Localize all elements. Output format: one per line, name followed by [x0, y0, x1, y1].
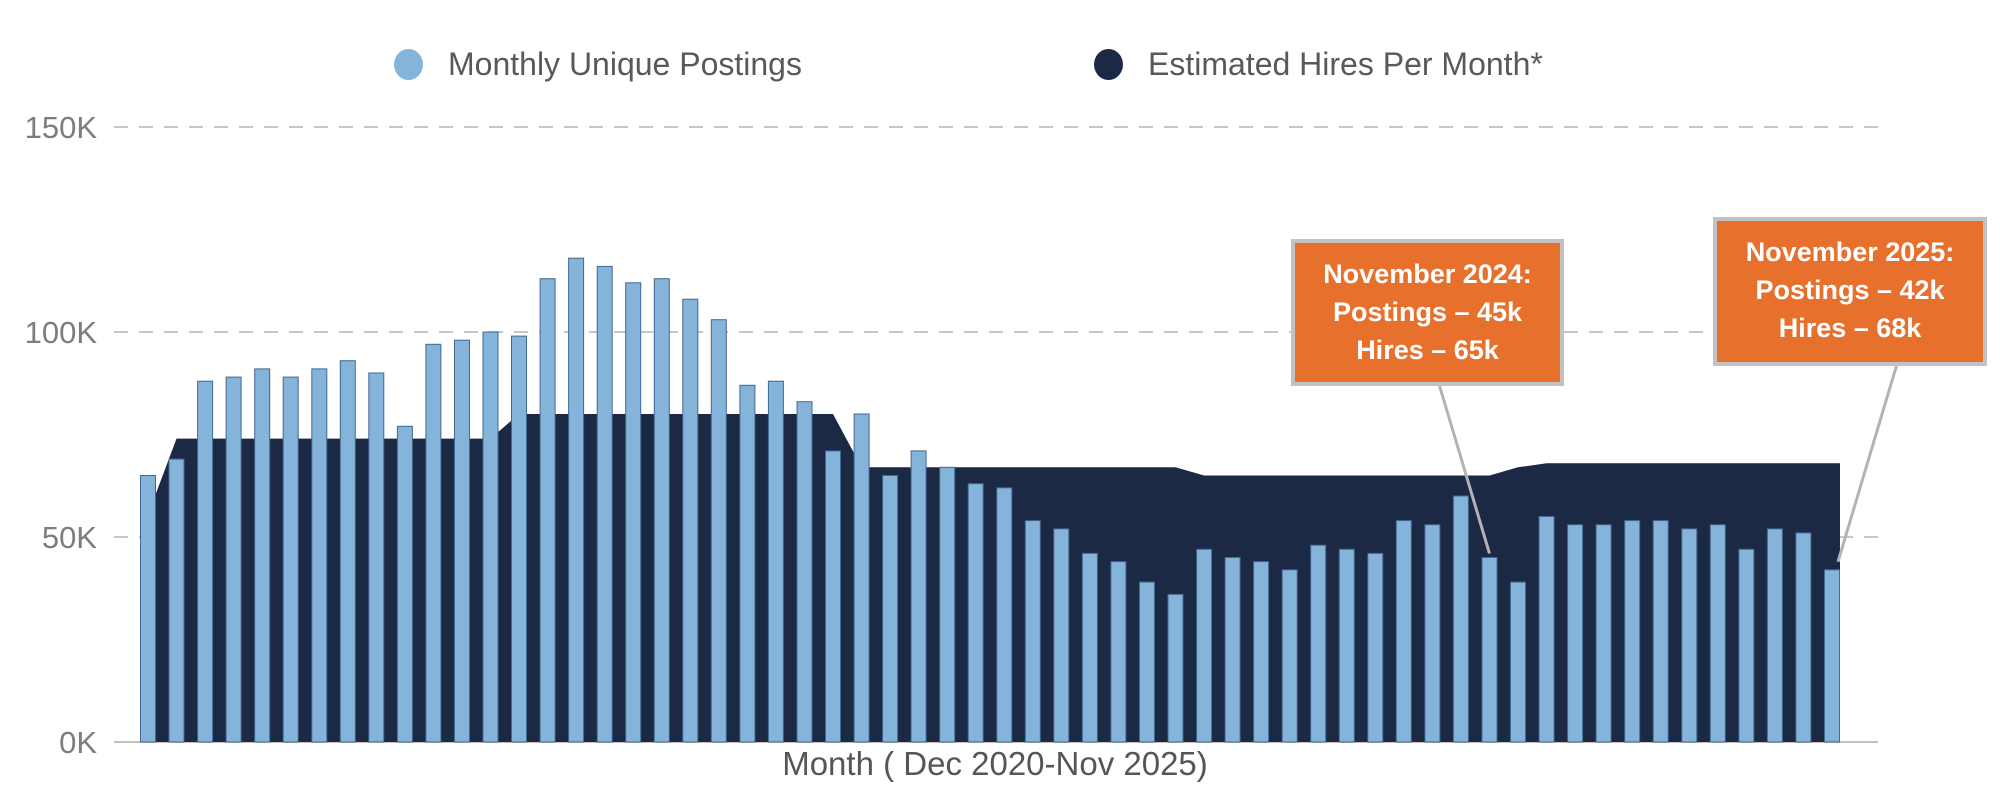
- y-tick-label-100K: 100K: [25, 315, 98, 350]
- postings-bar-may-2022[interactable]: [625, 282, 642, 743]
- y-tick-label-50K: 50K: [42, 520, 97, 555]
- postings-bar-feb-2021[interactable]: [197, 380, 214, 743]
- postings-bar-may-2021[interactable]: [282, 376, 299, 743]
- callout-november-2025: November 2025: Postings – 42k Hires – 68…: [1713, 217, 1987, 366]
- postings-bar-oct-2021[interactable]: [425, 343, 442, 743]
- hires-legend-dot-icon: [1094, 48, 1123, 80]
- callout-2024-title: November 2024:: [1323, 259, 1532, 289]
- postings-bar-jul-2021[interactable]: [339, 360, 356, 743]
- postings-bar-oct-2022[interactable]: [767, 380, 784, 743]
- postings-bar-nov-2022[interactable]: [796, 401, 813, 743]
- postings-bar-apr-2025[interactable]: [1624, 520, 1641, 743]
- callout-2025-postings: Postings – 42k: [1755, 275, 1945, 305]
- postings-bar-jan-2024[interactable]: [1196, 548, 1213, 743]
- callout-leader-line-nov-2024: [1437, 383, 1491, 554]
- callout-2025-title: November 2025:: [1745, 237, 1955, 267]
- y-tick-label-150K: 150K: [25, 110, 98, 145]
- postings-bar-oct-2024[interactable]: [1452, 495, 1469, 743]
- postings-bar-sep-2021[interactable]: [396, 425, 413, 743]
- y-tick-label-0K: 0K: [59, 725, 97, 760]
- x-axis-title: Month ( Dec 2020-Nov 2025): [782, 745, 1208, 782]
- postings-bar-dec-2021[interactable]: [482, 331, 499, 743]
- legend-label-postings: Monthly Unique Postings: [448, 45, 802, 82]
- postings-bar-mar-2025[interactable]: [1595, 524, 1612, 743]
- postings-bar-sep-2023[interactable]: [1081, 552, 1098, 743]
- postings-bar-jul-2025[interactable]: [1709, 524, 1726, 743]
- postings-bar-nov-2023[interactable]: [1139, 581, 1155, 743]
- postings-bar-jun-2021[interactable]: [311, 368, 328, 743]
- postings-bar-feb-2025[interactable]: [1567, 524, 1584, 743]
- postings-bar-oct-2023[interactable]: [1110, 561, 1127, 743]
- postings-bar-aug-2022[interactable]: [710, 319, 727, 743]
- legend-item-postings[interactable]: Monthly Unique Postings: [394, 46, 802, 82]
- postings-bar-jun-2022[interactable]: [653, 278, 670, 743]
- postings-bar-nov-2025[interactable]: [1824, 569, 1840, 743]
- postings-bar-jul-2022[interactable]: [682, 298, 699, 743]
- postings-bar-feb-2023[interactable]: [882, 475, 899, 743]
- postings-bar-aug-2023[interactable]: [1053, 528, 1070, 743]
- postings-bar-feb-2022[interactable]: [539, 278, 556, 743]
- postings-bar-mar-2021[interactable]: [225, 376, 242, 743]
- postings-bar-aug-2025[interactable]: [1738, 548, 1755, 743]
- postings-bar-dec-2022[interactable]: [825, 450, 841, 743]
- postings-bar-may-2025[interactable]: [1652, 520, 1669, 743]
- callout-2024-postings: Postings – 45k: [1332, 297, 1523, 327]
- postings-bar-oct-2025[interactable]: [1795, 532, 1812, 743]
- postings-bar-jan-2023[interactable]: [853, 413, 870, 743]
- postings-legend-dot-icon: [394, 48, 423, 80]
- callout-november-2024: November 2024: Postings – 45k Hires – 65…: [1291, 239, 1564, 386]
- postings-bar-sep-2025[interactable]: [1766, 528, 1783, 743]
- postings-bar-dec-2024[interactable]: [1510, 581, 1526, 743]
- postings-bar-aug-2021[interactable]: [368, 372, 385, 743]
- postings-bar-mar-2022[interactable]: [568, 257, 585, 743]
- postings-bar-apr-2024[interactable]: [1281, 569, 1298, 743]
- postings-bar-apr-2023[interactable]: [939, 466, 956, 743]
- postings-bar-dec-2020[interactable]: [140, 475, 156, 743]
- postings-bar-jan-2025[interactable]: [1538, 516, 1555, 743]
- postings-bar-nov-2021[interactable]: [454, 339, 470, 743]
- postings-bar-may-2023[interactable]: [967, 483, 984, 743]
- postings-bar-sep-2024[interactable]: [1424, 524, 1441, 743]
- postings-bar-jun-2023[interactable]: [996, 487, 1013, 743]
- postings-bar-jan-2022[interactable]: [511, 335, 527, 743]
- legend-item-hires[interactable]: Estimated Hires Per Month*: [1094, 46, 1543, 82]
- callout-2024-hires: Hires – 65k: [1356, 335, 1499, 365]
- postings-bar-dec-2023[interactable]: [1167, 593, 1184, 743]
- postings-bar-may-2024[interactable]: [1310, 544, 1327, 743]
- postings-bar-jun-2024[interactable]: [1338, 548, 1355, 743]
- postings-bar-nov-2024[interactable]: [1481, 557, 1498, 743]
- postings-bar-aug-2024[interactable]: [1395, 520, 1412, 743]
- postings-bar-apr-2021[interactable]: [254, 368, 271, 743]
- callout-leader-line-nov-2025: [1836, 363, 1899, 563]
- legend-label-hires: Estimated Hires Per Month*: [1148, 45, 1543, 82]
- postings-bar-jan-2021[interactable]: [168, 458, 185, 743]
- postings-bar-feb-2024[interactable]: [1224, 557, 1241, 743]
- postings-bar-jul-2023[interactable]: [1024, 520, 1041, 743]
- postings-bar-jun-2025[interactable]: [1681, 528, 1698, 743]
- postings-bar-jul-2024[interactable]: [1367, 552, 1384, 743]
- postings-bar-apr-2022[interactable]: [596, 265, 613, 743]
- callout-2025-hires: Hires – 68k: [1778, 313, 1922, 343]
- postings-bar-sep-2022[interactable]: [739, 384, 756, 743]
- postings-bar-mar-2024[interactable]: [1253, 561, 1270, 743]
- postings-bar-mar-2023[interactable]: [910, 450, 927, 743]
